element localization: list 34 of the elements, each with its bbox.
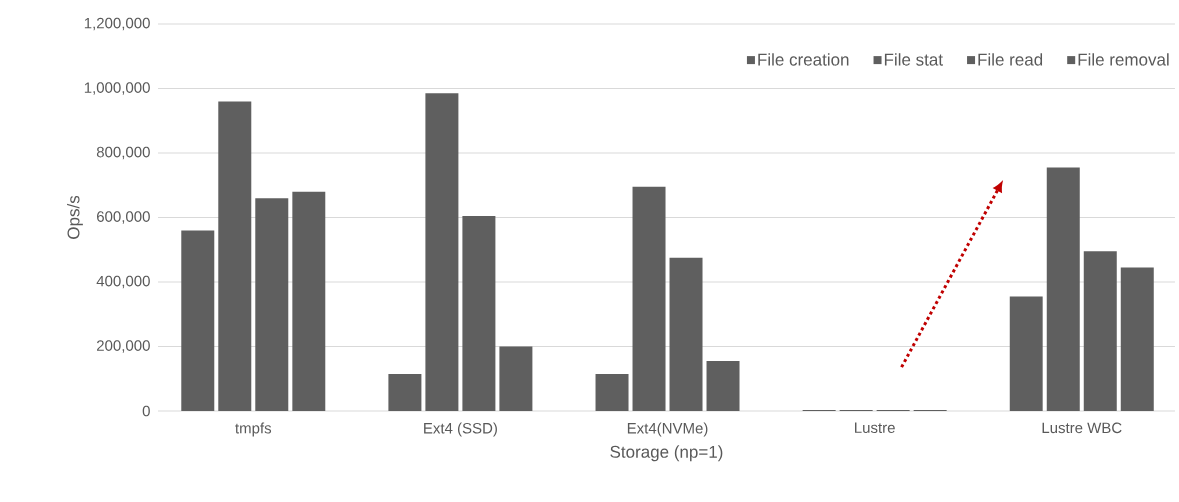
y-tick-label: 1,000,000 [84,82,150,95]
bar [499,346,533,411]
x-tick-label: Ext4 (SSD) [424,422,497,437]
y-tick-label: 1,200,000 [84,17,150,31]
y-axis-title: Ops/s [67,195,83,239]
bar [255,198,289,411]
bar [1046,167,1080,411]
x-tick-label: tmpfs [235,422,272,437]
x-axis-title: Storage (np=1) [610,445,723,462]
x-tick-label: Ext4(NVMe) [627,422,708,437]
bar [1009,296,1043,411]
bar [425,93,459,411]
y-tick-label: 800,000 [96,146,150,160]
bar [1083,251,1117,411]
bar [595,373,629,411]
x-tick-label: Lustre WBC [1042,422,1122,434]
bar [669,257,703,411]
y-tick-label: 0 [142,405,150,417]
legend-label: File read [978,53,1043,66]
bar [706,361,740,411]
bar [292,191,326,411]
legend-label: File stat [884,53,943,66]
bar [218,101,252,411]
legend-label: File creation [758,53,849,66]
x-tick-label: Lustre [855,422,895,433]
bar [181,230,215,411]
bar [388,373,422,411]
legend-label: File removal [1078,53,1169,66]
bar [462,215,496,411]
y-tick-label: 400,000 [96,275,150,289]
y-tick-label: 200,000 [97,340,150,353]
y-tick-label: 600,000 [97,211,150,224]
bar [632,186,666,411]
bar [1120,267,1154,411]
